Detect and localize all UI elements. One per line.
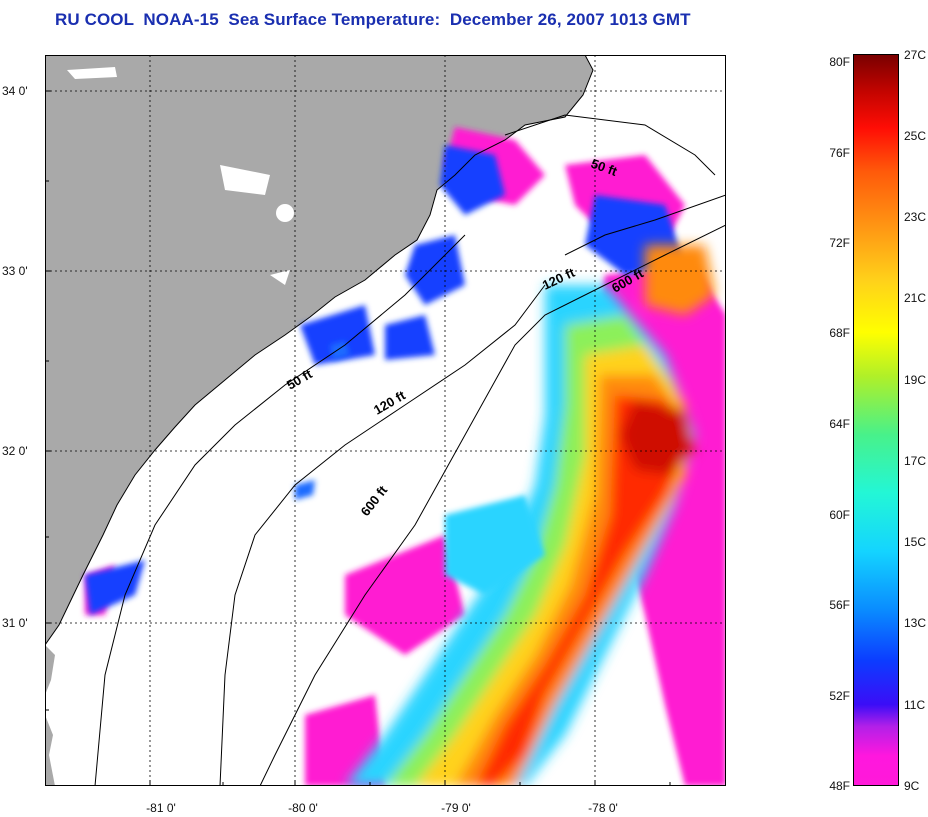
contour-120ft (219, 194, 726, 786)
sst-map: 50 ft 120 ft 600 ft 50 ft 120 ft 600 ft (45, 55, 726, 786)
colorbar-label-25c: 25C (904, 129, 927, 143)
colorbar-label-80f: 80F (829, 55, 850, 69)
map-frame (45, 55, 726, 786)
colorbar-label-17c: 17C (904, 454, 927, 468)
colorbar-label-23c: 23C (904, 210, 927, 224)
colorbar-label-19c: 19C (904, 373, 927, 387)
contour-600ft (259, 224, 726, 786)
map-title: RU COOL NOAA-15 Sea Surface Temperature:… (55, 10, 691, 29)
colorbar-label-60f: 60F (829, 508, 850, 522)
colorbar-label-48f: 48F (829, 779, 850, 793)
lon-label-80: -80 0' (288, 801, 318, 815)
lat-label-31: 31 0' (2, 616, 28, 630)
colorbar-label-9c: 9C (904, 779, 920, 793)
graticule (45, 55, 726, 786)
axis-ticks (45, 90, 671, 786)
colorbar-label-52f: 52F (829, 689, 850, 703)
lon-label-81: -81 0' (146, 801, 176, 815)
contour-50ft (94, 114, 716, 786)
lat-label-32: 32 0' (2, 444, 28, 458)
colorbar-label-68f: 68F (829, 326, 850, 340)
colorbar-label-13c: 13C (904, 616, 927, 630)
lon-label-78: -78 0' (588, 801, 618, 815)
coastline (45, 55, 594, 646)
lon-label-79: -79 0' (441, 801, 471, 815)
land-area-coast (45, 645, 55, 695)
temperature-colorbar (853, 54, 899, 786)
cloud-patches (67, 67, 294, 285)
colorbar-label-76f: 76F (829, 146, 850, 160)
colorbar-label-15c: 15C (904, 535, 927, 549)
colorbar-label-11c: 11C (904, 698, 926, 712)
colorbar-label-56f: 56F (829, 598, 850, 612)
colorbar-label-27c: 27C (904, 48, 927, 62)
lat-label-34: 34 0' (2, 84, 28, 98)
land-area (45, 55, 593, 645)
land-area-south (45, 715, 55, 786)
colorbar-label-64f: 64F (829, 417, 850, 431)
lat-label-33: 33 0' (2, 264, 28, 278)
mid-water-patches (295, 341, 545, 595)
colorbar-label-72f: 72F (829, 236, 850, 250)
colorbar-label-21c: 21C (904, 291, 927, 305)
